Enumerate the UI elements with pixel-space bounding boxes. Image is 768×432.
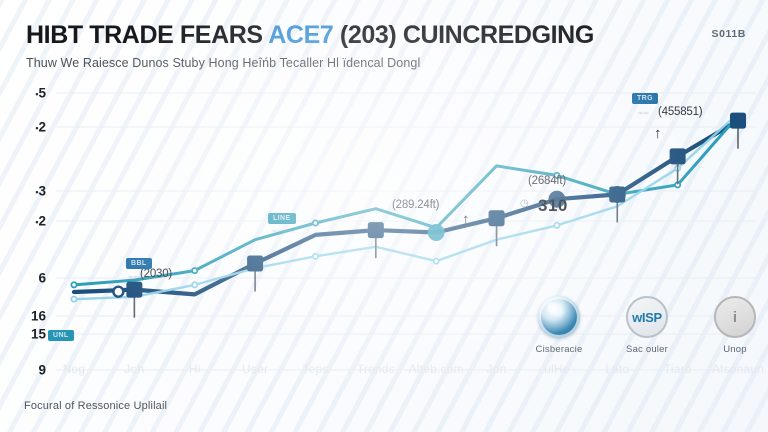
x-axis-tick-0: Nog — [62, 362, 86, 376]
badge-left[interactable]: BBL — [126, 258, 152, 269]
x-axis-tick-5: Trends — [356, 362, 395, 376]
trend-up-arrow-right: ↑ — [654, 125, 662, 142]
data-marker-navy-1[interactable] — [126, 281, 143, 298]
y-tick-text-0: 5 — [38, 85, 46, 101]
data-marker-hollow-left[interactable] — [112, 285, 125, 298]
annot-310: 310 — [538, 196, 568, 215]
annot-455851: (455851) — [658, 106, 703, 118]
title-part-one: HIBT TRADE FEARS — [26, 21, 269, 49]
page-title: HIBT TRADE FEARS ACE7 (203) CUINCREDGING — [26, 22, 748, 49]
annot-2030: (2030) — [140, 268, 173, 280]
smudge-scribble-right: ~~ — [638, 108, 650, 118]
y-tick-text-7: 9 — [38, 362, 46, 378]
data-point-series-teal-2[interactable] — [191, 267, 199, 275]
y-axis-labels: •5 •2 •3 •2 6 16 15 9 — [0, 78, 54, 378]
data-point-series-sky-0[interactable] — [70, 295, 78, 303]
badge-lower[interactable]: UNL — [48, 330, 74, 341]
legend-item-2[interactable]: i Unop — [704, 296, 766, 355]
x-axis-tick-2: Hi — [188, 362, 201, 376]
globe-icon[interactable] — [538, 296, 580, 338]
data-point-series-teal-0[interactable] — [70, 281, 78, 289]
data-marker-navy-11[interactable] — [730, 112, 746, 129]
x-axis-tick-7: Jon — [486, 362, 507, 376]
y-axis-tick-7: 9 — [38, 363, 46, 378]
x-axis-tick-4: Teps — [302, 362, 329, 376]
footer-caption: Focural of Ressonice Uplilail — [24, 400, 168, 412]
badge-mid[interactable]: LINE — [268, 213, 296, 224]
x-axis-tick-8: ulHe — [544, 362, 570, 376]
y-tick-text-4: 6 — [38, 270, 46, 286]
legend-item-1[interactable]: wISP Sac ouler — [616, 296, 678, 355]
legend-label-0: Cisberacie — [535, 344, 583, 355]
legend-label-2: Unop — [723, 344, 747, 355]
annot-2684: (2684ft) — [528, 175, 567, 187]
x-axis-tick-1: Joh — [124, 362, 145, 376]
data-marker-round-9[interactable] — [608, 185, 626, 203]
page-subtitle: Thuw We Raiesce Dunos Stuby Hong Heîńb T… — [26, 56, 421, 70]
badge-right[interactable]: TRG — [632, 93, 658, 104]
y-axis-tick-1: •2 — [35, 120, 46, 135]
smudge-scribble-mid: ~~~~ — [272, 226, 295, 236]
y-axis-tick-4: 6 — [38, 271, 46, 286]
data-point-series-sky-8[interactable] — [553, 221, 561, 229]
annot-289: (289.24ft) — [392, 199, 440, 211]
clock-icon: ◷ — [520, 198, 529, 209]
data-marker-round-6[interactable] — [427, 224, 445, 242]
x-axis-labels: Nog Joh Hi User Teps Trends Alteb.com Jon ulHe La… — [56, 362, 764, 382]
trend-up-arrow-mid: ↑ — [462, 211, 470, 228]
wisp-badge-icon[interactable]: wISP — [626, 296, 668, 338]
legend-item-0[interactable]: Cisberacie — [528, 296, 590, 355]
y-tick-text-2: 3 — [38, 183, 46, 199]
chart-marker-layer — [70, 112, 746, 318]
corner-code-label: S011B — [711, 28, 746, 40]
data-marker-navy-10[interactable] — [669, 148, 686, 165]
chart-legend: Cisberacie wISP Sac ouler i Unop — [528, 296, 766, 355]
y-axis-tick-5: 16 — [31, 309, 46, 324]
x-axis-tick-3: User — [242, 362, 269, 376]
x-axis-tick-11: Atsonaun — [711, 362, 765, 376]
smudge-scribble-left: ~~~ — [128, 272, 145, 282]
legend-label-1: Sac ouler — [626, 344, 668, 355]
y-axis-tick-3: •2 — [35, 214, 46, 229]
y-axis-tick-2: •3 — [35, 184, 46, 199]
y-tick-text-1: 2 — [38, 119, 46, 135]
data-marker-navy-3[interactable] — [247, 255, 264, 272]
y-tick-text-6: 15 — [30, 326, 46, 342]
title-accent: ACE7 — [268, 21, 334, 49]
y-tick-text-3: 2 — [38, 213, 46, 229]
data-marker-navy-5[interactable] — [367, 222, 384, 239]
data-marker-navy-7[interactable] — [488, 210, 505, 227]
y-axis-tick-6: 15 — [31, 327, 46, 342]
data-point-series-sky-2[interactable] — [191, 281, 199, 289]
data-point-series-sky-6[interactable] — [432, 257, 440, 265]
data-point-series-sky-4[interactable] — [311, 252, 319, 260]
chart-header: HIBT TRADE FEARS ACE7 (203) CUINCREDGING… — [26, 22, 748, 71]
info-circle-icon[interactable]: i — [714, 296, 756, 338]
x-axis-tick-9: Lato — [605, 362, 630, 376]
y-axis-tick-0: •5 — [35, 86, 46, 101]
title-part-two: (203) CUINCREDGING — [333, 21, 594, 49]
y-tick-text-5: 16 — [30, 308, 46, 324]
data-point-series-teal-4[interactable] — [311, 219, 319, 227]
x-axis-tick-10: Tiaro — [663, 362, 692, 376]
x-axis-tick-6: Alteb.com — [408, 362, 464, 376]
